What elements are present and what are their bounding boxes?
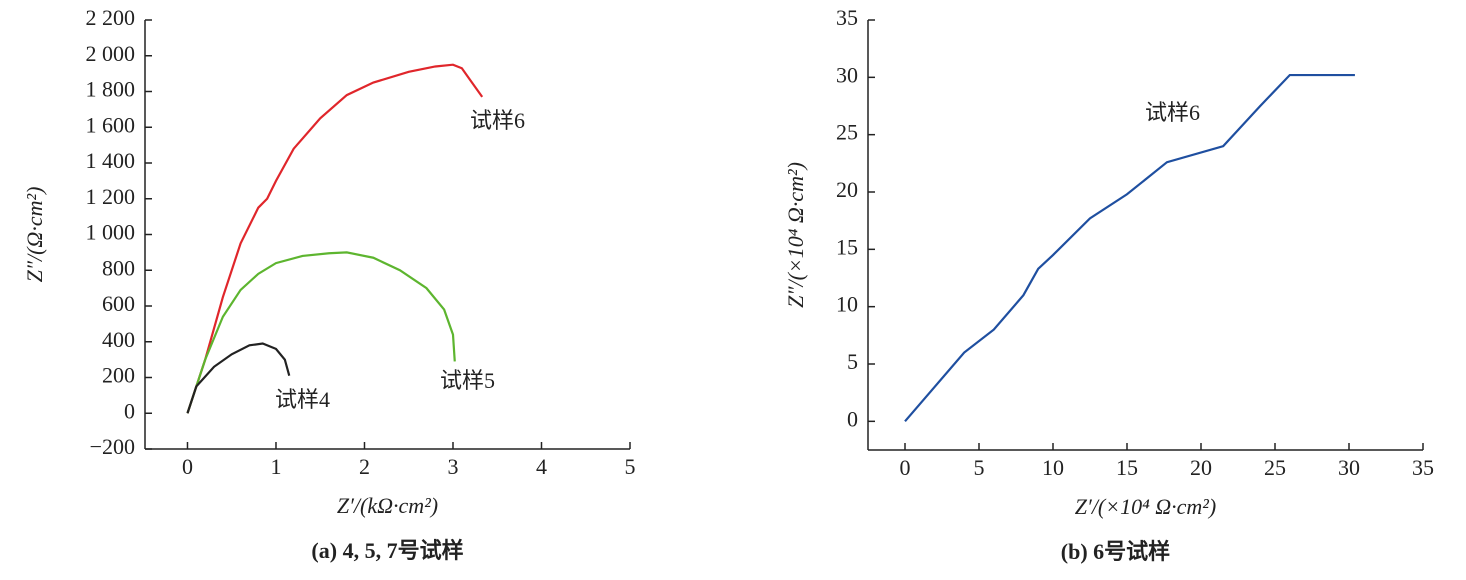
y-tick-label: 5 (847, 349, 858, 374)
x-tick-label: 0 (900, 455, 911, 480)
y-tick-label: 200 (102, 363, 135, 388)
line (186, 251, 456, 414)
y-tick-label: 30 (836, 62, 858, 87)
y-tick-label: 1 800 (86, 77, 136, 102)
y-tick-label: 1 200 (86, 184, 136, 209)
x-tick-label: 15 (1116, 455, 1138, 480)
y-tick-label: 1 000 (86, 220, 136, 245)
x-tick-label: 30 (1338, 455, 1360, 480)
y-tick-label: 0 (847, 406, 858, 431)
x-tick-label: 5 (625, 454, 636, 479)
series-label: 试样5 (440, 368, 495, 393)
x-tick-label: 3 (447, 454, 458, 479)
y-tick-label: 35 (836, 5, 858, 30)
line (904, 73, 1355, 423)
x-tick-label: 25 (1264, 455, 1286, 480)
y-axis-label: Z″/(Ω·cm²) (22, 187, 47, 283)
x-axis-label: Z′/(×10⁴ Ω·cm²) (1075, 494, 1216, 519)
y-axis-label: Z″/(×10⁴ Ω·cm²) (783, 162, 808, 308)
y-tick-label: 1 600 (86, 112, 136, 137)
y-tick-label: 800 (102, 255, 135, 280)
y-tick-label: 2 200 (86, 5, 136, 30)
x-tick-label: 20 (1190, 455, 1212, 480)
x-tick-label: 35 (1412, 455, 1434, 480)
series-label: 试样6 (470, 108, 525, 133)
y-tick-label: 15 (836, 234, 858, 259)
x-tick-label: 0 (182, 454, 193, 479)
line (186, 63, 484, 414)
x-tick-label: 2 (359, 454, 370, 479)
y-tick-label: 600 (102, 291, 135, 316)
x-tick-label: 5 (974, 455, 985, 480)
y-tick-label: 2 000 (86, 41, 136, 66)
caption: (a) 4, 5, 7号试样 (311, 538, 463, 563)
line (186, 342, 291, 414)
y-tick-label: 400 (102, 327, 135, 352)
y-tick-label: 20 (836, 177, 858, 202)
y-tick-label: 1 400 (86, 148, 136, 173)
x-axis-label: Z′/(kΩ·cm²) (337, 493, 438, 518)
y-tick-label: −200 (90, 434, 135, 459)
y-tick-label: 25 (836, 120, 858, 145)
caption: (b) 6号试样 (1061, 539, 1170, 564)
series-label: 试样4 (275, 387, 330, 412)
series-label: 试样6 (1145, 100, 1200, 125)
x-tick-label: 4 (536, 454, 547, 479)
y-tick-label: 10 (836, 292, 858, 317)
x-tick-label: 10 (1042, 455, 1064, 480)
x-tick-label: 1 (270, 454, 281, 479)
y-tick-label: 0 (124, 398, 135, 423)
